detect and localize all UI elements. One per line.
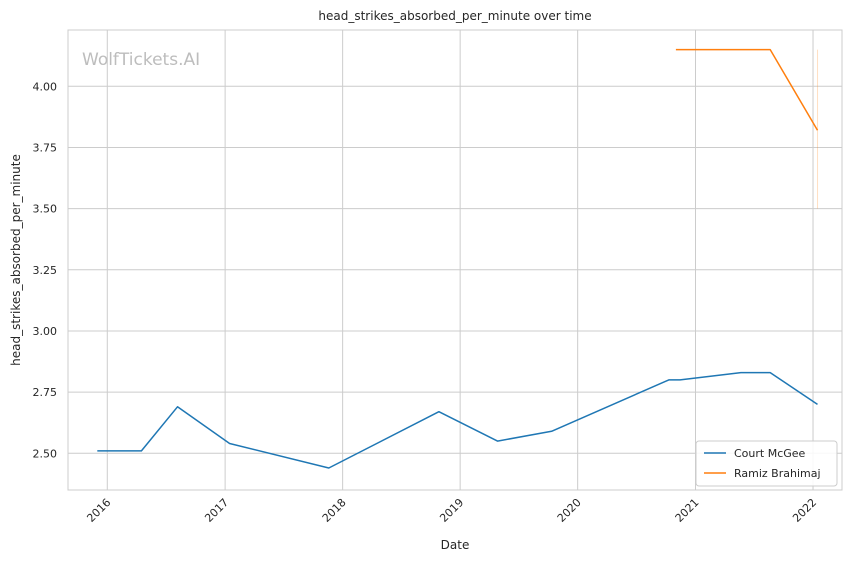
series-line-0 xyxy=(97,371,818,469)
series-lines xyxy=(97,48,819,469)
y-tick-label: 3.75 xyxy=(33,141,58,154)
y-tick-label: 3.25 xyxy=(33,264,58,277)
y-tick-label: 3.00 xyxy=(33,325,58,338)
watermark: WolfTickets.AI xyxy=(82,50,200,70)
legend-label-1: Ramiz Brahimaj xyxy=(734,467,821,480)
chart-title: head_strikes_absorbed_per_minute over ti… xyxy=(318,9,591,23)
y-tick-label: 2.50 xyxy=(33,447,58,460)
legend: Court McGee Ramiz Brahimaj xyxy=(695,440,838,487)
x-axis-title: Date xyxy=(441,538,470,552)
legend-label-0: Court McGee xyxy=(734,447,806,460)
y-tick-label: 3.50 xyxy=(33,203,58,216)
y-axis-ticks: 2.50 2.75 3.00 3.25 3.50 3.75 4.00 xyxy=(33,80,58,460)
plot-frame xyxy=(67,29,843,491)
legend-box xyxy=(695,440,838,487)
y-axis-title: head_strikes_absorbed_per_minute xyxy=(9,154,23,366)
series-line-1 xyxy=(675,48,819,131)
y-tick-label: 4.00 xyxy=(33,80,58,93)
plot-area xyxy=(68,30,842,490)
y-tick-label: 2.75 xyxy=(33,386,58,399)
gridlines xyxy=(68,30,842,490)
